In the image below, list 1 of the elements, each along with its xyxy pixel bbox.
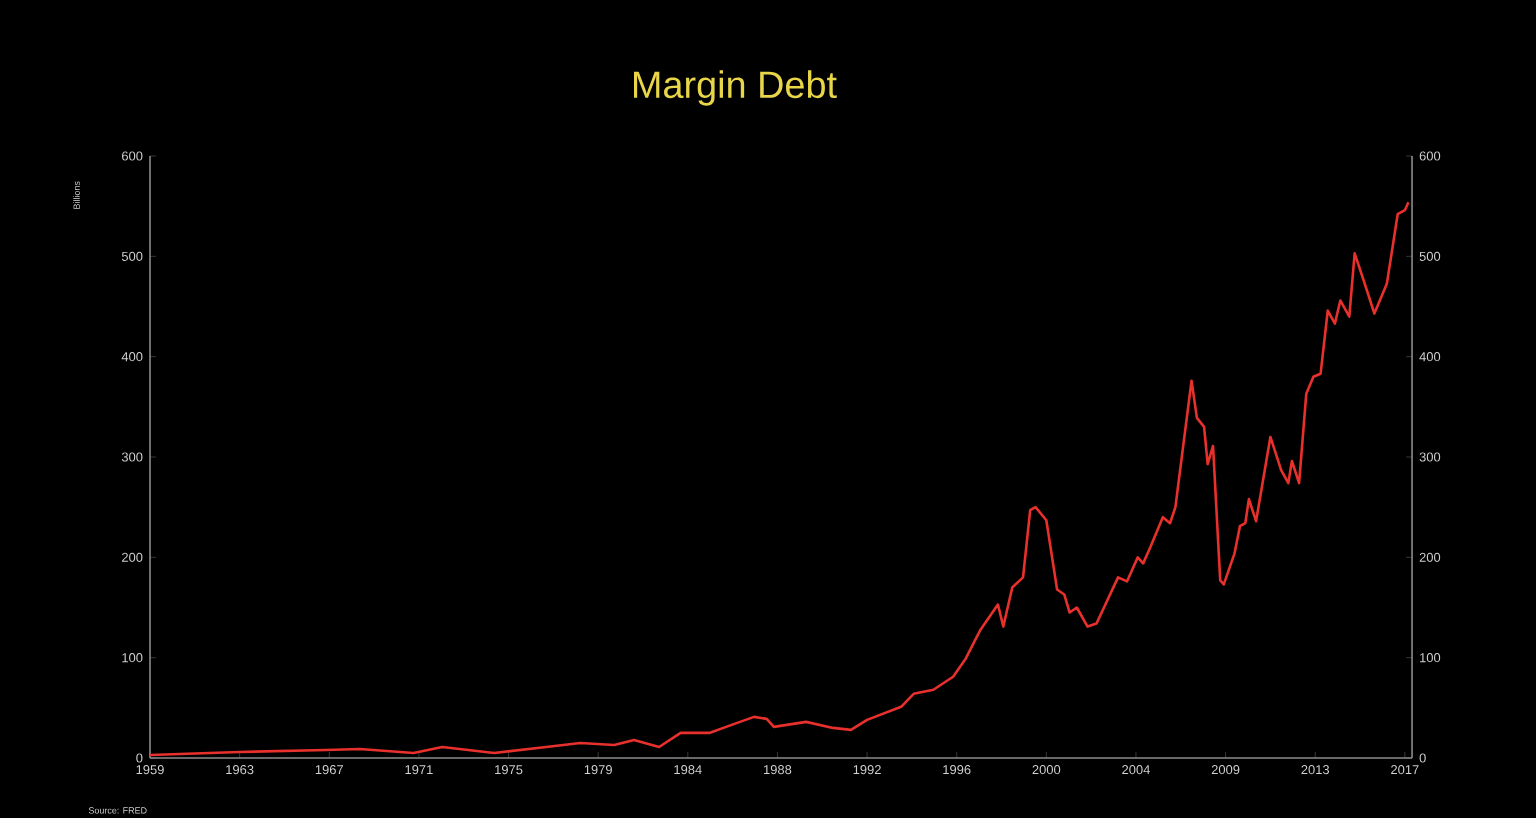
chart-title: Margin Debt <box>634 70 837 106</box>
